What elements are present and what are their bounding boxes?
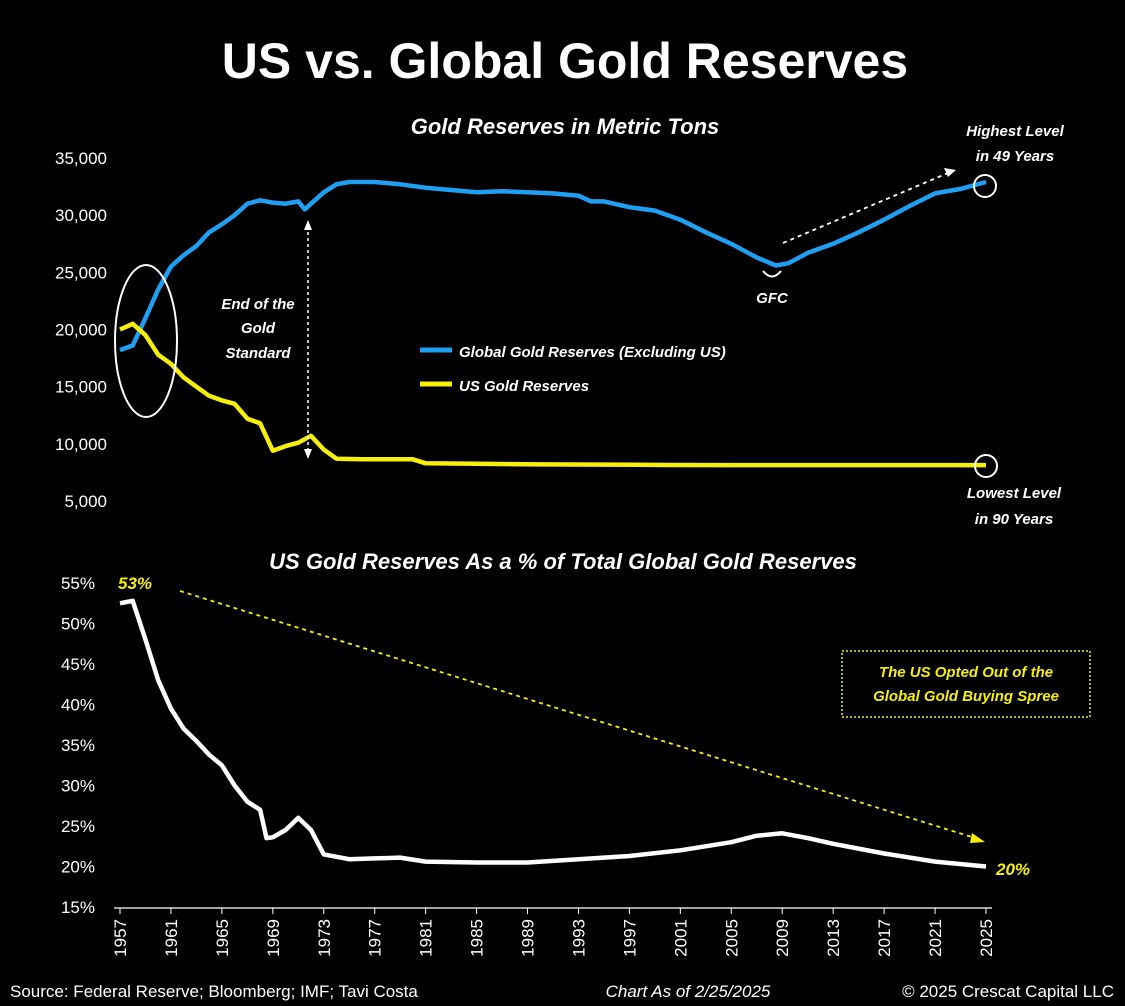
top-y-axis: 5,000 10,000 15,000 20,000 25,000 30,000 35,00… — [55, 149, 107, 511]
x-tick-label: 2013 — [824, 919, 843, 957]
decline-trend-arrow — [179, 590, 976, 839]
rise-arrow-head — [944, 168, 956, 177]
bottom-ytick-label: 40% — [61, 696, 95, 715]
decline-arrow-head — [970, 833, 985, 843]
global-reserves-line — [119, 179, 987, 353]
end-standard-line2: Gold — [241, 320, 276, 337]
highest-circle — [973, 174, 997, 198]
x-tick-label: 1989 — [519, 919, 538, 957]
legend-label-global: Global Gold Reserves (Excluding US) — [459, 344, 726, 361]
end-standard-line1: End of the — [221, 296, 294, 313]
highest-line1: Highest Level — [966, 123, 1064, 140]
rise-trend-arrow — [782, 172, 949, 244]
bottom-ytick-label: 55% — [61, 574, 95, 593]
bottom-ytick-label: 15% — [61, 898, 95, 917]
top-ytick-label: 5,000 — [64, 492, 107, 511]
highlight-ellipse — [114, 264, 178, 418]
end-value-label: 20% — [995, 860, 1030, 879]
footer-asof: Chart As of 2/25/2025 — [606, 982, 771, 1001]
x-tick-label: 1973 — [315, 919, 334, 957]
bottom-y-axis: 15% 20% 25% 30% 35% 40% 45% 50% 55% — [61, 574, 95, 917]
bottom-series-group — [119, 598, 987, 869]
end-standard-line3: Standard — [225, 345, 291, 362]
x-tick-label: 2009 — [773, 919, 792, 957]
bottom-ytick-label: 25% — [61, 817, 95, 836]
x-tick-label: 2001 — [671, 919, 690, 957]
marker-arrow-up — [304, 220, 312, 230]
footer-source: Source: Federal Reserve; Bloomberg; IMF;… — [10, 982, 418, 1001]
bottom-ytick-label: 45% — [61, 655, 95, 674]
us-reserves-line — [119, 321, 986, 468]
marker-arrow-down — [304, 449, 312, 459]
bottom-ytick-label: 20% — [61, 858, 95, 877]
x-tick-label: 1993 — [569, 919, 588, 957]
lowest-line1: Lowest Level — [967, 485, 1062, 502]
callout-line1: The US Opted Out of the — [879, 664, 1053, 681]
callout-line2: Global Gold Buying Spree — [873, 688, 1059, 705]
x-tick-label: 2017 — [875, 919, 894, 957]
lowest-line2: in 90 Years — [975, 511, 1053, 528]
top-subtitle: Gold Reserves in Metric Tons — [411, 114, 720, 139]
x-tick-label: 2021 — [926, 919, 945, 957]
x-tick-label: 1981 — [417, 919, 436, 957]
x-tick-label: 2005 — [722, 919, 741, 957]
x-tick-label: 1957 — [111, 919, 130, 957]
top-ytick-label: 35,000 — [55, 149, 107, 168]
chart-title: US vs. Global Gold Reserves — [222, 33, 908, 89]
callout-box — [841, 650, 1091, 718]
legend: Global Gold Reserves (Excluding US) US G… — [420, 344, 726, 395]
lowest-circle — [974, 454, 998, 478]
bottom-ytick-label: 35% — [61, 736, 95, 755]
highest-line2: in 49 Years — [976, 148, 1054, 165]
x-tick-label: 1997 — [620, 919, 639, 957]
gfc-bracket — [762, 270, 782, 278]
x-tick-label: 1969 — [264, 919, 283, 957]
top-ytick-label: 15,000 — [55, 378, 107, 397]
bottom-ytick-label: 50% — [61, 615, 95, 634]
us-share-line — [119, 598, 987, 869]
gfc-label: GFC — [756, 290, 789, 307]
top-ytick-label: 10,000 — [55, 435, 107, 454]
legend-label-us: US Gold Reserves — [459, 378, 589, 395]
x-axis: 1957 1961 1965 1969 1973 1977 1981 1985 1989 1993… — [111, 907, 996, 957]
x-tick-label: 2025 — [977, 919, 996, 957]
start-value-label: 53% — [118, 574, 152, 593]
top-series-group — [119, 179, 987, 468]
bottom-subtitle: US Gold Reserves As a % of Total Global … — [269, 549, 857, 574]
x-tick-label: 1985 — [468, 919, 487, 957]
top-ytick-label: 20,000 — [55, 321, 107, 340]
footer-copyright: © 2025 Crescat Capital LLC — [902, 982, 1114, 1001]
x-tick-label: 1977 — [366, 919, 385, 957]
x-tick-label: 1965 — [213, 919, 232, 957]
x-tick-label: 1961 — [162, 919, 181, 957]
bottom-ytick-label: 30% — [61, 777, 95, 796]
top-ytick-label: 25,000 — [55, 263, 107, 282]
top-ytick-label: 30,000 — [55, 206, 107, 225]
